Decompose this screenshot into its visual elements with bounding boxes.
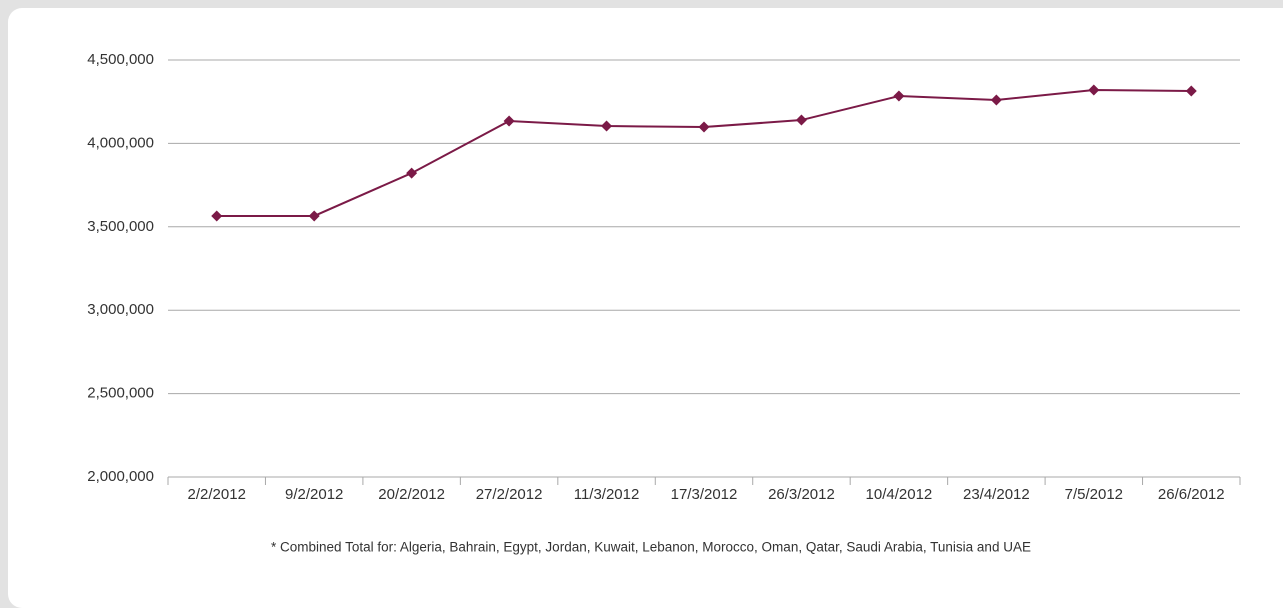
marker bbox=[406, 167, 418, 179]
y-tick-label: 4,000,000 bbox=[87, 134, 154, 151]
y-tick-label: 3,000,000 bbox=[87, 301, 154, 318]
x-tick-label: 20/2/2012 bbox=[378, 486, 445, 503]
marker bbox=[795, 114, 807, 126]
footnote: * Combined Total for: Algeria, Bahrain, … bbox=[271, 540, 1031, 555]
x-tick-label: 17/3/2012 bbox=[671, 486, 738, 503]
page: {"chart_data": {"type": "line", "categor… bbox=[8, 8, 1283, 608]
marker bbox=[308, 210, 320, 222]
y-tick-label: 3,500,000 bbox=[87, 218, 154, 235]
x-tick-label: 11/3/2012 bbox=[574, 486, 640, 503]
marker bbox=[1088, 84, 1100, 96]
marker bbox=[1185, 85, 1197, 97]
x-tick-label: 9/2/2012 bbox=[285, 486, 343, 503]
x-tick-label: 2/2/2012 bbox=[188, 486, 246, 503]
marker bbox=[503, 115, 515, 127]
x-tick-label: 26/6/2012 bbox=[1158, 486, 1225, 503]
x-tick-label: 23/4/2012 bbox=[963, 486, 1030, 503]
y-tick-label: 2,500,000 bbox=[87, 385, 154, 402]
marker bbox=[698, 121, 710, 133]
chart-frame bbox=[8, 8, 1283, 608]
marker bbox=[990, 94, 1002, 106]
y-tick-label: 2,000,000 bbox=[87, 468, 154, 485]
marker bbox=[893, 90, 905, 102]
y-tick-label: 4,500,000 bbox=[87, 51, 154, 68]
chart: * Combined Total for: Algeria, Bahrain, … bbox=[87, 51, 1241, 555]
marker bbox=[601, 120, 613, 132]
x-tick-label: 26/3/2012 bbox=[768, 486, 835, 503]
line bbox=[216, 89, 1192, 217]
x-tick-label: 7/5/2012 bbox=[1065, 486, 1123, 503]
x-tick-label: 10/4/2012 bbox=[866, 486, 933, 503]
marker bbox=[211, 210, 223, 222]
x-tick-label: 27/2/2012 bbox=[476, 486, 543, 503]
